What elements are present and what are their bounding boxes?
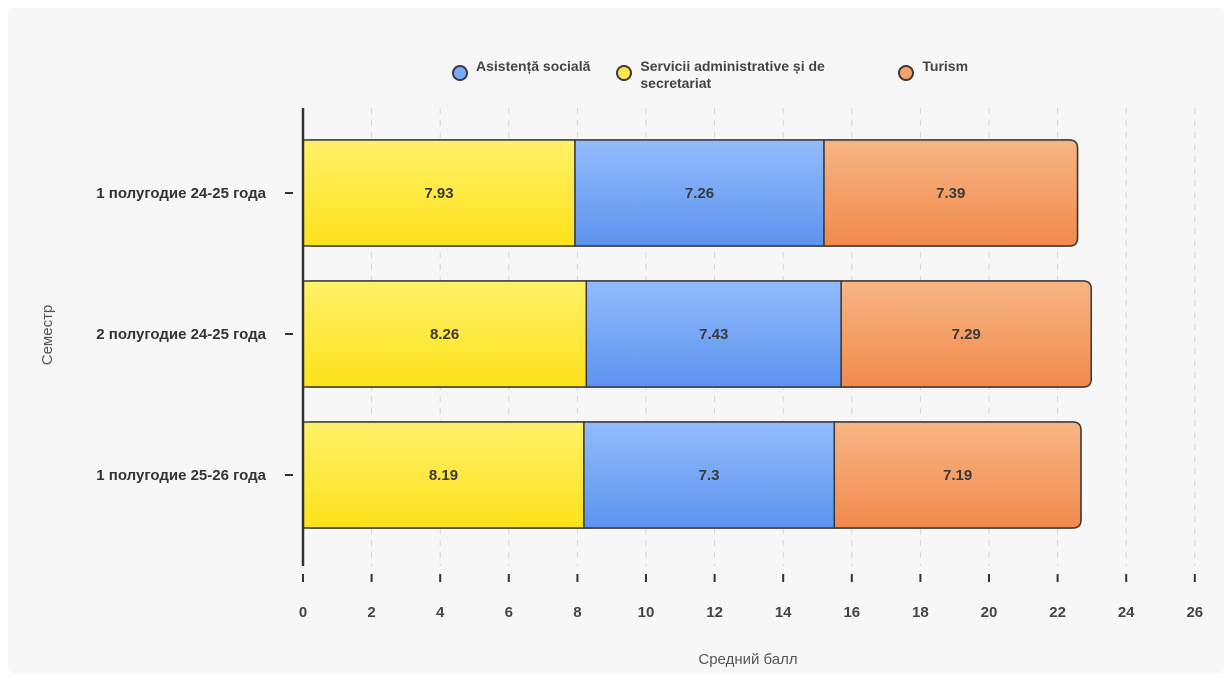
- legend-item-servicii-administrative-i-de-secretariat[interactable]: Servicii administrative și de secretaria…: [616, 58, 872, 92]
- x-tick-label: 0: [299, 604, 307, 621]
- bar-segment-servicii-administrative-i-de-secretariat: 8.19: [302, 421, 585, 529]
- bar-value-label: 7.43: [699, 326, 728, 343]
- x-tick-label: 16: [843, 604, 860, 621]
- bar: [833, 421, 1082, 529]
- bar-segment-turism: 7.29: [840, 280, 1092, 388]
- y-category-label: 1 полугодие 25-26 года: [96, 467, 266, 484]
- bar-value-label: 7.19: [943, 467, 972, 484]
- bar-segment-asisten-social: 7.3: [583, 421, 836, 529]
- legend-swatch: [898, 65, 915, 81]
- x-tick-label: 6: [505, 604, 513, 621]
- bar-value-label: 7.29: [952, 326, 981, 343]
- x-axis-title: Средний балл: [698, 651, 797, 668]
- x-tick-label: 22: [1049, 604, 1066, 621]
- x-tick-label: 10: [638, 604, 655, 621]
- x-tick-label: 26: [1186, 604, 1203, 621]
- bar: [840, 280, 1092, 388]
- bar-segment-asisten-social: 7.26: [574, 139, 825, 247]
- bar: [583, 421, 836, 529]
- bar: [585, 280, 842, 388]
- bar: [302, 139, 576, 247]
- bar-value-label: 7.3: [699, 467, 720, 484]
- bar-value-label: 8.19: [429, 467, 458, 484]
- y-category-label: 2 полугодие 24-25 года: [96, 326, 266, 343]
- x-tick-label: 8: [573, 604, 581, 621]
- bar-segment-turism: 7.19: [833, 421, 1082, 529]
- legend-item-asisten-social[interactable]: Asistență socială: [452, 58, 590, 81]
- x-tick-label: 4: [436, 604, 445, 621]
- y-category-label: 1 полугодие 24-25 года: [96, 185, 266, 202]
- x-tick-label: 18: [912, 604, 929, 621]
- legend-label: Turism: [922, 58, 969, 74]
- legend-swatch: [616, 65, 633, 81]
- bar-segment-servicii-administrative-i-de-secretariat: 7.93: [302, 139, 576, 247]
- x-tick-label: 2: [367, 604, 375, 621]
- x-tick-label: 20: [981, 604, 998, 621]
- bar: [302, 421, 585, 529]
- bar-value-label: 7.26: [685, 185, 714, 202]
- y-axis-title: Семестр: [39, 305, 56, 366]
- bar-value-label: 7.39: [936, 185, 965, 202]
- legend-swatch: [452, 65, 468, 81]
- x-tick-label: 14: [775, 604, 792, 621]
- x-tick-label: 24: [1118, 604, 1135, 621]
- x-tick-label: 12: [706, 604, 723, 621]
- legend-item-turism[interactable]: Turism: [898, 58, 968, 81]
- legend: Asistență socială Servicii administrative…: [452, 58, 994, 92]
- axes: 0 2 4 6 8 10 12 14 16 18 20 22 24 261 полугодие 24-25…: [96, 108, 1203, 621]
- legend-label: Servicii administrative și de secretaria…: [640, 58, 825, 91]
- legend-label: Asistență socială: [476, 58, 591, 74]
- bar-value-label: 8.26: [430, 326, 459, 343]
- bar-segment-turism: 7.39: [823, 139, 1079, 247]
- bar: [823, 139, 1079, 247]
- bar-value-label: 7.93: [424, 185, 453, 202]
- bar-segment-servicii-administrative-i-de-secretariat: 8.26: [302, 280, 588, 388]
- bars: 7.93 7.26 7.39 8.26 7.43 7.29 8.19 7.3 7.19: [302, 139, 1092, 529]
- bar-segment-asisten-social: 7.43: [585, 280, 842, 388]
